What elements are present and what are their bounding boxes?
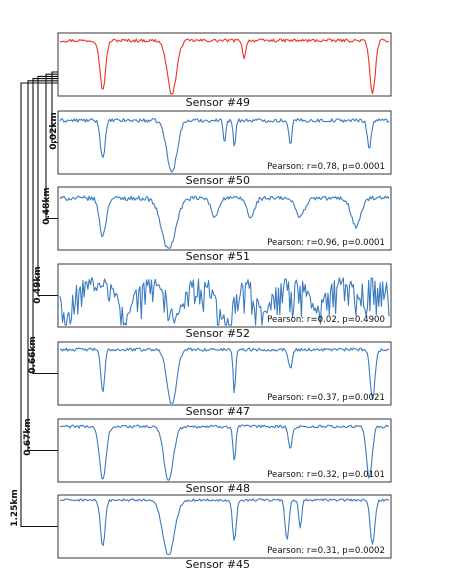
distance-label-1: 0.48km	[42, 187, 52, 225]
plot-frame	[57, 341, 392, 406]
sensor-title: Sensor #49	[186, 96, 250, 109]
series-line-sensor-52	[59, 276, 390, 326]
pearson-annotation: Pearson: r=0.02, p=0.4900	[267, 315, 385, 325]
sensor-title: Sensor #45	[186, 558, 250, 571]
panel-sensor-47: Pearson: r=0.37, p=0.0021 Sensor #47	[57, 341, 392, 418]
distance-label-0: 0.02km	[49, 112, 59, 150]
pearson-annotation: Pearson: r=0.78, p=0.0001	[267, 162, 385, 172]
dendrogram-brackets	[20, 71, 58, 528]
sensor-title: Sensor #48	[186, 482, 250, 495]
sensor-title: Sensor #52	[186, 327, 250, 340]
pearson-annotation: Pearson: r=0.37, p=0.0021	[267, 393, 385, 403]
plot-frame	[57, 418, 392, 483]
sensor-title: Sensor #47	[186, 405, 250, 418]
distance-label-2: 0.49km	[33, 266, 43, 304]
series-line-sensor-47	[59, 347, 390, 404]
panel-sensor-49: Sensor #49	[57, 32, 392, 109]
distance-label-5: 1.25km	[10, 489, 20, 527]
sensor-title: Sensor #51	[186, 250, 250, 263]
distance-label-4: 0.67km	[23, 418, 33, 456]
series-line-sensor-45	[59, 498, 390, 556]
panel-sensor-50: Pearson: r=0.78, p=0.0001 Sensor #50	[57, 110, 392, 187]
panel-sensor-45: Pearson: r=0.31, p=0.0002 Sensor #45	[57, 494, 392, 571]
plot-frame	[57, 32, 392, 97]
pearson-annotation: Pearson: r=0.31, p=0.0002	[267, 546, 385, 556]
distance-label-3: 0.66km	[28, 336, 38, 374]
pearson-annotation: Pearson: r=0.96, p=0.0001	[267, 238, 385, 248]
panel-sensor-52: Pearson: r=0.02, p=0.4900 Sensor #52	[57, 263, 392, 340]
dendrogram: 0.02km 0.48km 0.49km 0.66km 0.67km 1.25k…	[10, 71, 59, 528]
pearson-annotation: Pearson: r=0.32, p=0.0101	[267, 470, 385, 480]
series-line-sensor-48	[59, 424, 390, 481]
plot-frame	[57, 494, 392, 559]
series-line-sensor-49	[59, 38, 390, 95]
sensor-title: Sensor #50	[186, 174, 250, 187]
series-line-sensor-51	[59, 195, 390, 249]
panel-sensor-48: Pearson: r=0.32, p=0.0101 Sensor #48	[57, 418, 392, 495]
series-line-sensor-50	[59, 118, 390, 173]
panel-sensor-51: Pearson: r=0.96, p=0.0001 Sensor #51	[57, 186, 392, 263]
